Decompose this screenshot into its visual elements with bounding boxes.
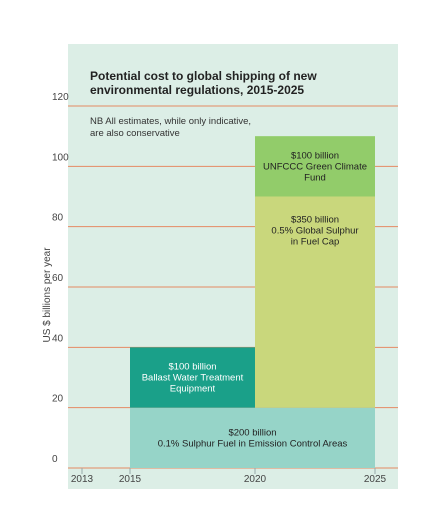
- y-axis-ticks: 0 20 40 60 80 100 120: [52, 92, 69, 465]
- y-tick-label: 40: [52, 333, 64, 344]
- segment-label-line: $350 billion: [291, 215, 339, 226]
- title-line: environmental regulations, 2015-2025: [90, 83, 304, 97]
- segment-label-line: Fund: [304, 172, 326, 183]
- segment-label-line: 0.1% Sulphur Fuel in Emission Control Ar…: [158, 438, 348, 449]
- y-tick-label: 60: [52, 273, 64, 284]
- y-tick-label: 80: [52, 213, 64, 224]
- segment-label: $100 billion UNFCCC Green Climate Fund: [263, 150, 367, 183]
- chart-title: Potential cost to global shipping of new…: [90, 69, 317, 97]
- note-line: NB All estimates, while only indicative,: [90, 116, 251, 127]
- bar-segment: [130, 347, 255, 408]
- segment-label-line: $100 billion: [168, 362, 216, 373]
- segment-label: $350 billion 0.5% Global Sulphur in Fuel C…: [271, 215, 358, 248]
- y-tick-label: 120: [52, 92, 69, 103]
- segment-labels: $200 billion 0.1% Sulphur Fuel in Emissio…: [142, 150, 367, 449]
- x-tick-label: 2015: [119, 474, 142, 485]
- bar-segments: [130, 136, 375, 468]
- x-tick-label: 2020: [244, 474, 267, 485]
- segment-label-line: UNFCCC Green Climate: [263, 161, 367, 172]
- segment-label-line: $200 billion: [228, 427, 276, 438]
- title-line: Potential cost to global shipping of new: [90, 69, 317, 83]
- segment-label-line: Ballast Water Treatment: [142, 373, 244, 384]
- segment-label-line: $100 billion: [291, 150, 339, 161]
- bar-segment: [255, 136, 375, 197]
- y-tick-label: 0: [52, 454, 58, 465]
- x-tick-label: 2025: [364, 474, 387, 485]
- x-axis-ticks: 2013 2015 2020 2025: [71, 468, 387, 485]
- segment-label-line: 0.5% Global Sulphur: [271, 226, 358, 237]
- y-axis-label: US $ billions per year: [42, 247, 53, 343]
- bar-segment: [130, 407, 375, 468]
- segment-label-line: Equipment: [170, 384, 216, 395]
- note-line: are also conservative: [90, 128, 180, 139]
- segment-label: $200 billion 0.1% Sulphur Fuel in Emissio…: [158, 427, 348, 449]
- chart-note: NB All estimates, while only indicative,…: [90, 116, 251, 139]
- segment-label: $100 billion Ballast Water Treatment Equip…: [142, 362, 244, 395]
- segment-label-line: in Fuel Cap: [291, 237, 340, 248]
- bar-segment: [255, 196, 375, 408]
- x-tick-label: 2013: [71, 474, 94, 485]
- y-tick-label: 100: [52, 152, 69, 163]
- y-tick-label: 20: [52, 394, 64, 405]
